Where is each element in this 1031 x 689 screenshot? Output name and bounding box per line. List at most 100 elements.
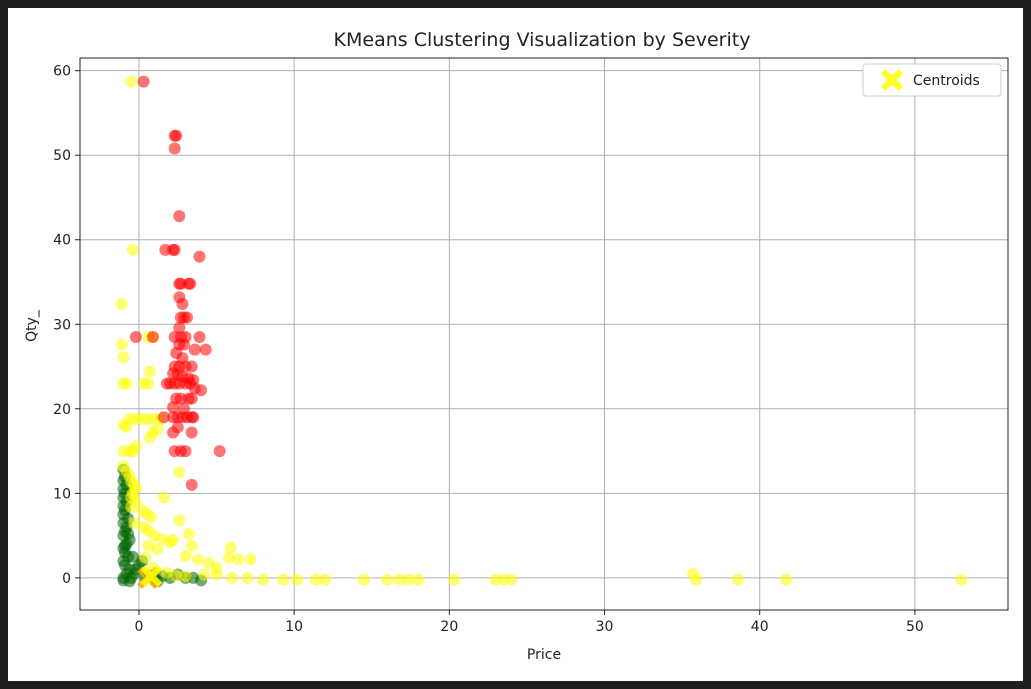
data-point-yellow [167, 533, 180, 546]
data-point-yellow [151, 543, 164, 556]
data-point-red [185, 360, 198, 373]
data-point-green [122, 527, 135, 540]
data-point-yellow [129, 440, 142, 453]
data-point-red [137, 75, 150, 88]
data-point-green [126, 550, 139, 563]
data-points [115, 75, 968, 588]
data-point-red [168, 142, 181, 155]
data-point-yellow [224, 541, 237, 554]
data-point-yellow [125, 500, 138, 513]
data-point-red [199, 343, 212, 356]
data-point-yellow [173, 466, 186, 479]
legend-entry-centroids: Centroids [913, 73, 980, 89]
data-point-yellow [412, 573, 425, 586]
data-point-yellow [198, 568, 211, 581]
data-point-yellow [241, 571, 254, 584]
data-point-yellow [309, 573, 322, 586]
x-tick-label: 50 [906, 619, 924, 635]
data-point-yellow [505, 573, 518, 586]
data-point-yellow [142, 377, 155, 390]
data-point-yellow [125, 75, 138, 88]
data-point-yellow [319, 573, 332, 586]
data-point-yellow [210, 568, 223, 581]
data-point-yellow [291, 573, 304, 586]
data-point-yellow [393, 573, 406, 586]
data-point-red [146, 330, 159, 343]
data-point-yellow [120, 377, 133, 390]
data-point-red [157, 411, 170, 424]
x-tick-label: 20 [440, 619, 458, 635]
centroids [137, 565, 163, 589]
data-point-green [119, 539, 132, 552]
data-point-red [164, 377, 177, 390]
centroid-marker [140, 565, 163, 588]
data-point-yellow [115, 297, 128, 310]
data-point-yellow [381, 573, 394, 586]
x-axis-ticks: 0 10 20 30 40 50 [135, 610, 924, 635]
data-point-yellow [160, 566, 173, 579]
y-axis-ticks: 0 10 20 30 40 50 60 [53, 64, 80, 587]
data-point-yellow [179, 570, 192, 583]
data-point-red [179, 445, 192, 458]
data-point-yellow [126, 243, 139, 256]
data-point-red [176, 297, 189, 310]
plot-area-border [79, 57, 1009, 611]
data-point-red [195, 384, 208, 397]
data-point-yellow [139, 551, 152, 564]
y-tick-label: 40 [53, 233, 71, 249]
data-point-yellow [182, 527, 195, 540]
data-point-red [185, 426, 198, 439]
chart-title: KMeans Clustering Visualization by Sever… [334, 29, 751, 51]
data-point-red [167, 426, 180, 439]
data-point-red [185, 392, 198, 405]
legend-marker-shape [881, 69, 903, 91]
data-point-red [187, 411, 200, 424]
data-point-red [170, 129, 183, 142]
data-point-red [185, 478, 198, 491]
data-point-yellow [357, 573, 370, 586]
x-tick-label: 40 [751, 619, 769, 635]
y-tick-label: 10 [53, 486, 71, 502]
data-point-green [117, 574, 130, 587]
data-point-yellow [731, 573, 744, 586]
grid-lines [80, 58, 1008, 610]
data-point-yellow [955, 573, 968, 586]
data-point-red [181, 311, 194, 324]
x-tick-label: 0 [135, 619, 144, 635]
data-point-yellow [179, 549, 192, 562]
legend: Centroids [862, 63, 1002, 97]
data-point-yellow [222, 551, 235, 564]
y-tick-label: 20 [53, 402, 71, 418]
x-tick-label: 10 [285, 619, 303, 635]
data-point-red [173, 210, 186, 223]
y-tick-label: 50 [53, 148, 71, 164]
data-point-red [193, 330, 206, 343]
data-point-red [173, 321, 186, 334]
y-tick-label: 0 [62, 571, 71, 587]
data-point-yellow [232, 553, 245, 566]
data-point-yellow [143, 365, 156, 378]
data-point-yellow [170, 569, 183, 582]
data-point-yellow [145, 511, 158, 524]
legend-centroid-marker [881, 69, 903, 91]
data-point-yellow [117, 351, 130, 364]
data-point-yellow [157, 491, 170, 504]
y-tick-label: 30 [53, 317, 71, 333]
data-point-yellow [173, 514, 186, 527]
data-point-red [184, 277, 197, 290]
data-point-yellow [277, 573, 290, 586]
data-point-red [167, 401, 180, 414]
data-point-yellow [447, 573, 460, 586]
data-point-yellow [226, 571, 239, 584]
chart-window: KMeans Clustering Visualization by Sever… [8, 8, 1023, 681]
y-axis-label: Qty_ [24, 309, 40, 342]
data-point-yellow [690, 573, 703, 586]
data-point-yellow [191, 553, 204, 566]
data-point-yellow [142, 539, 155, 552]
data-point-yellow [128, 516, 141, 529]
data-point-red [177, 338, 190, 351]
data-point-yellow [151, 423, 164, 436]
data-point-yellow [780, 573, 793, 586]
data-point-yellow [402, 573, 415, 586]
data-point-red [213, 445, 226, 458]
